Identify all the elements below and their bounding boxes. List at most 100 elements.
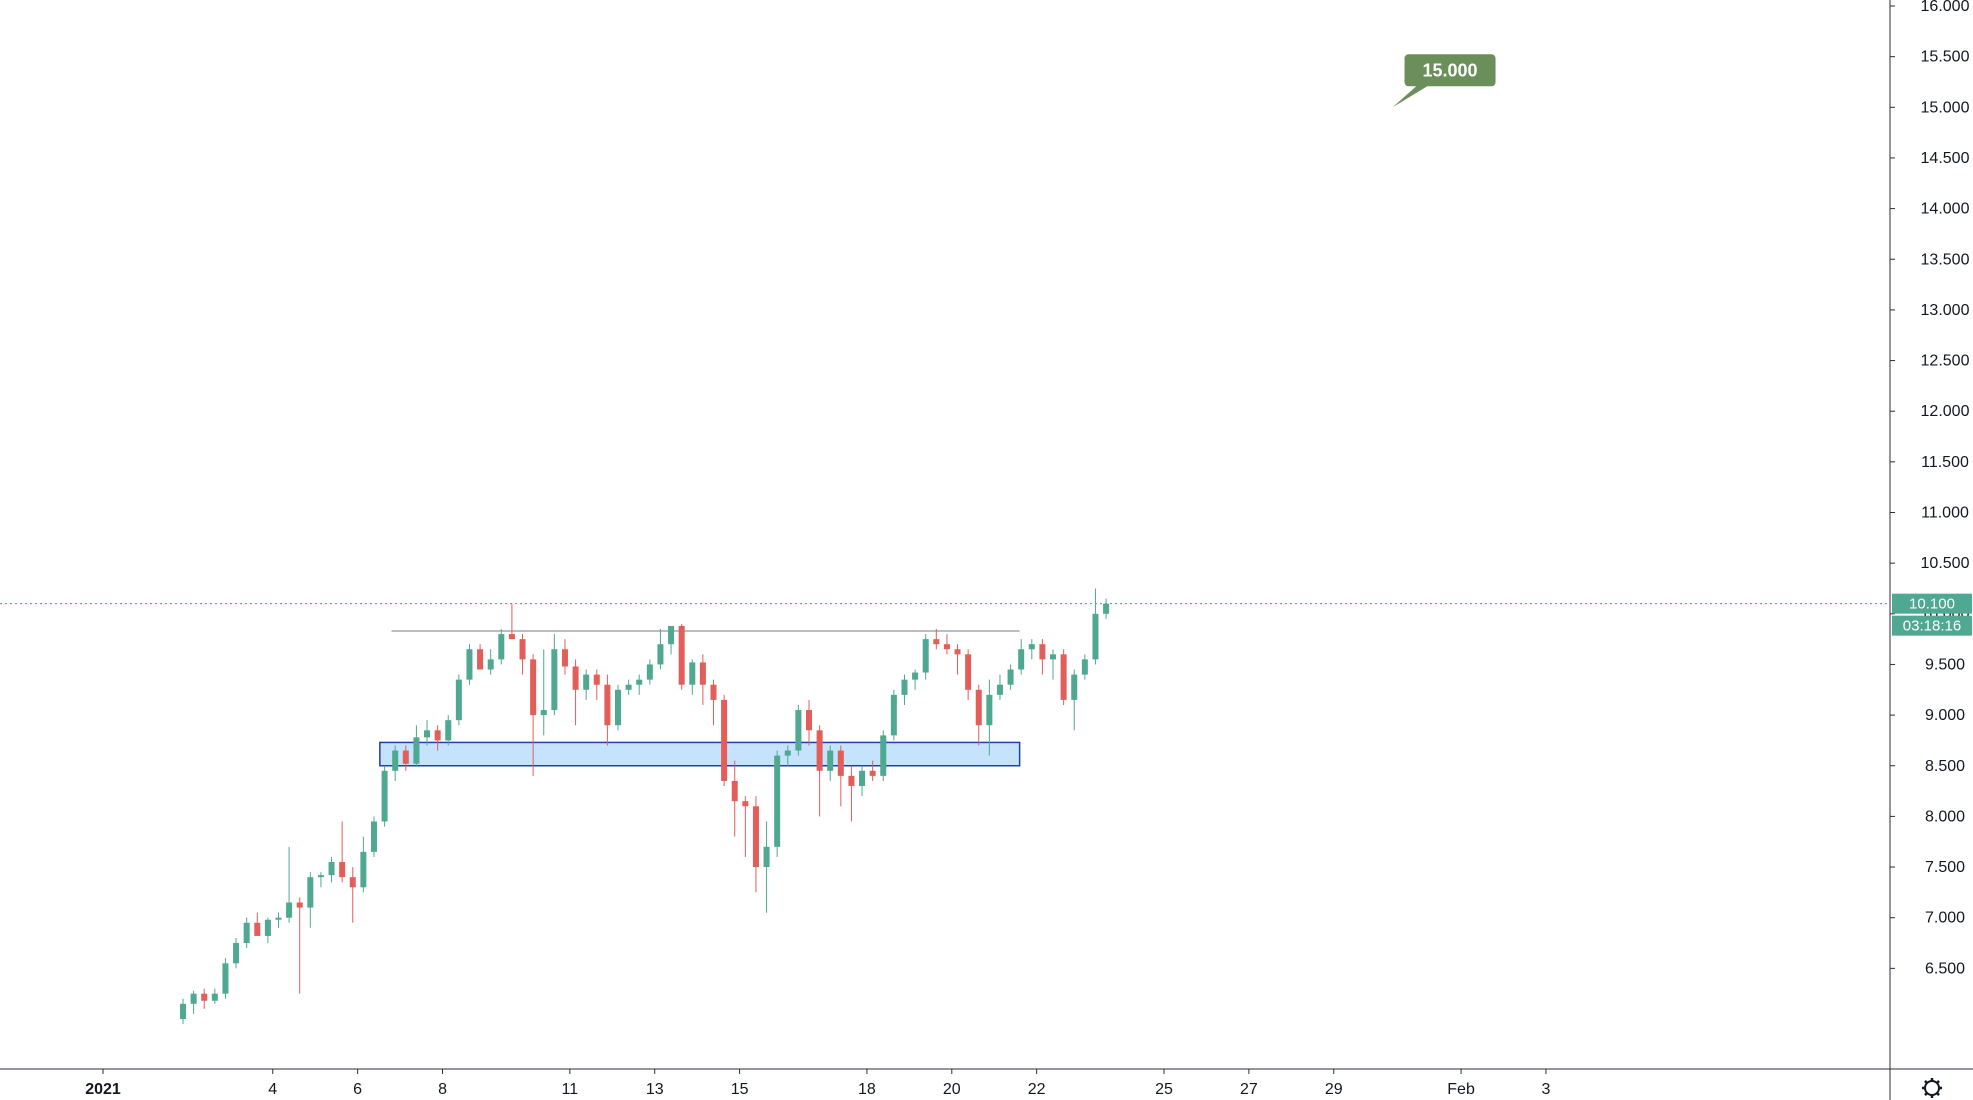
candle-body <box>689 662 696 685</box>
callout-pointer <box>1392 84 1431 108</box>
x-tick-label: 6 <box>353 1081 362 1098</box>
candle-body <box>328 861 335 876</box>
candle <box>466 644 473 685</box>
candle-body <box>752 806 759 868</box>
candle-body <box>615 689 622 726</box>
candle <box>848 765 855 822</box>
candle <box>561 639 568 675</box>
candle-body <box>933 639 940 645</box>
candle <box>901 674 908 705</box>
candle-body <box>1018 649 1025 670</box>
y-tick-label: 14.500 <box>1921 150 1970 167</box>
candle-body <box>307 877 314 908</box>
y-tick-label: 14.000 <box>1921 201 1970 218</box>
target-price-callout: 15.000 <box>1392 54 1496 108</box>
candle <box>317 872 324 888</box>
candle-body <box>1103 603 1110 614</box>
support-zone-layer <box>379 741 1021 767</box>
candle-body <box>424 730 431 738</box>
candle <box>731 760 738 837</box>
candle-body <box>954 649 961 655</box>
candle <box>742 796 749 857</box>
candle-body <box>583 674 590 690</box>
candle <box>1071 669 1078 731</box>
candle <box>254 912 261 936</box>
candle-body <box>848 775 855 787</box>
candle-body <box>1039 644 1046 660</box>
candle-body <box>869 770 876 776</box>
candle <box>349 867 356 923</box>
x-tick-label: 20 <box>943 1081 961 1098</box>
y-tick-label: 11.000 <box>1921 505 1969 522</box>
candle <box>912 669 919 690</box>
candle <box>222 958 229 999</box>
candle-body <box>699 662 706 685</box>
candle-body <box>530 659 537 716</box>
x-tick-label: 22 <box>1028 1081 1046 1098</box>
candle <box>636 674 643 695</box>
candle-body <box>880 735 887 776</box>
candle-body <box>233 943 240 964</box>
candle-body <box>986 694 993 726</box>
price-labels-layer: 10.100 03:18:16 15.000 <box>1392 54 1972 636</box>
candle <box>498 628 505 665</box>
candle-body <box>211 993 218 1001</box>
x-tick-label: 13 <box>646 1081 664 1098</box>
y-tick-label: 13.500 <box>1921 251 1970 268</box>
candle <box>296 897 303 994</box>
candle-body <box>254 922 261 936</box>
candle-body <box>763 846 770 868</box>
candle <box>275 912 282 928</box>
candle <box>1028 639 1035 660</box>
candle-body <box>816 730 823 771</box>
support-zone <box>379 741 1021 767</box>
candle-body <box>360 851 367 888</box>
candle <box>816 725 823 817</box>
y-tick-label: 7.500 <box>1925 859 1965 876</box>
candle <box>190 990 197 1014</box>
y-tick-label: 6.500 <box>1925 960 1965 977</box>
candle-body <box>742 801 749 807</box>
y-tick-label: 9.000 <box>1925 707 1965 724</box>
candle-body <box>827 750 834 771</box>
candle-body <box>201 993 208 1001</box>
candle <box>774 750 781 857</box>
y-tick-label: 16.000 <box>1921 0 1970 15</box>
candle <box>243 917 250 949</box>
callout-box <box>1404 54 1496 87</box>
candle-body <box>286 902 293 918</box>
y-tick-label: 8.000 <box>1925 808 1965 825</box>
x-tick-label: 15 <box>731 1081 749 1098</box>
candle-body <box>593 674 600 685</box>
candle-body <box>392 750 399 771</box>
candle-body <box>540 710 547 716</box>
candle-body <box>975 689 982 726</box>
candle-body <box>1060 654 1067 700</box>
candle-body <box>668 625 675 645</box>
candle-body <box>912 672 919 680</box>
candle <box>339 821 346 883</box>
candle-body <box>795 710 802 751</box>
candle <box>996 674 1003 700</box>
candle <box>530 654 537 776</box>
candle <box>805 699 812 746</box>
candle <box>201 988 208 1009</box>
candle-body <box>339 861 346 878</box>
candle <box>721 694 728 787</box>
candle <box>583 669 590 700</box>
candle <box>689 659 696 695</box>
x-tick-label: 27 <box>1240 1081 1258 1098</box>
candles-layer <box>180 588 1110 1025</box>
y-tick-label: 7.000 <box>1925 910 1965 927</box>
candle <box>307 872 314 928</box>
settings-gear-icon[interactable] <box>1922 1078 1942 1098</box>
candle-body <box>561 649 568 667</box>
candle <box>954 644 961 675</box>
candle-body <box>487 659 494 670</box>
candle-body <box>190 993 197 1004</box>
candle-body <box>572 666 579 690</box>
candle <box>890 689 897 741</box>
candle-body <box>519 639 526 660</box>
candle <box>1007 664 1014 690</box>
y-tick-label: 10.500 <box>1921 555 1970 572</box>
